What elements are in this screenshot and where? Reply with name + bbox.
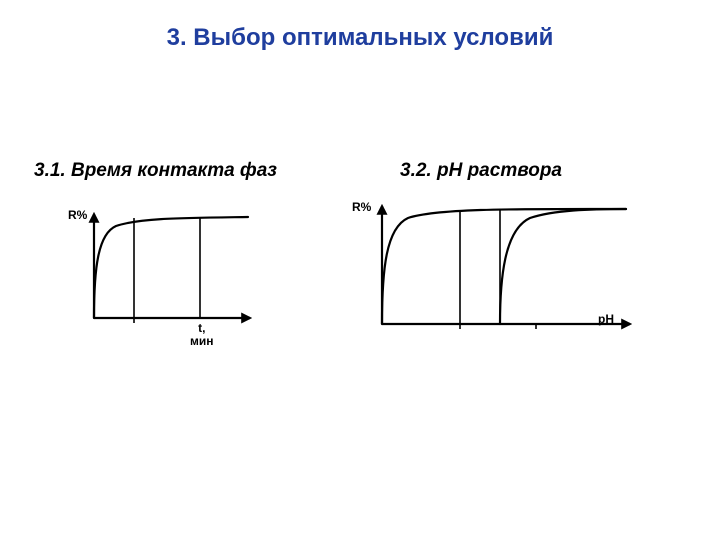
chart-right-ylabel: R% [352,200,371,214]
chart-left-xlabel: t,мин [190,322,214,348]
chart-left [70,208,260,338]
chart-left-ylabel: R% [68,208,87,222]
slide: 3. Выбор оптимальных условий 3.1. Время … [0,0,720,540]
subtitle-right: 3.2. рН раствора [400,160,562,182]
chart-left-xlabel-line2: мин [190,335,214,348]
page-title: 3. Выбор оптимальных условий [0,24,720,52]
subtitle-left: 3.1. Время контакта фаз [34,160,277,182]
chart-right-xlabel: рН [598,312,614,326]
